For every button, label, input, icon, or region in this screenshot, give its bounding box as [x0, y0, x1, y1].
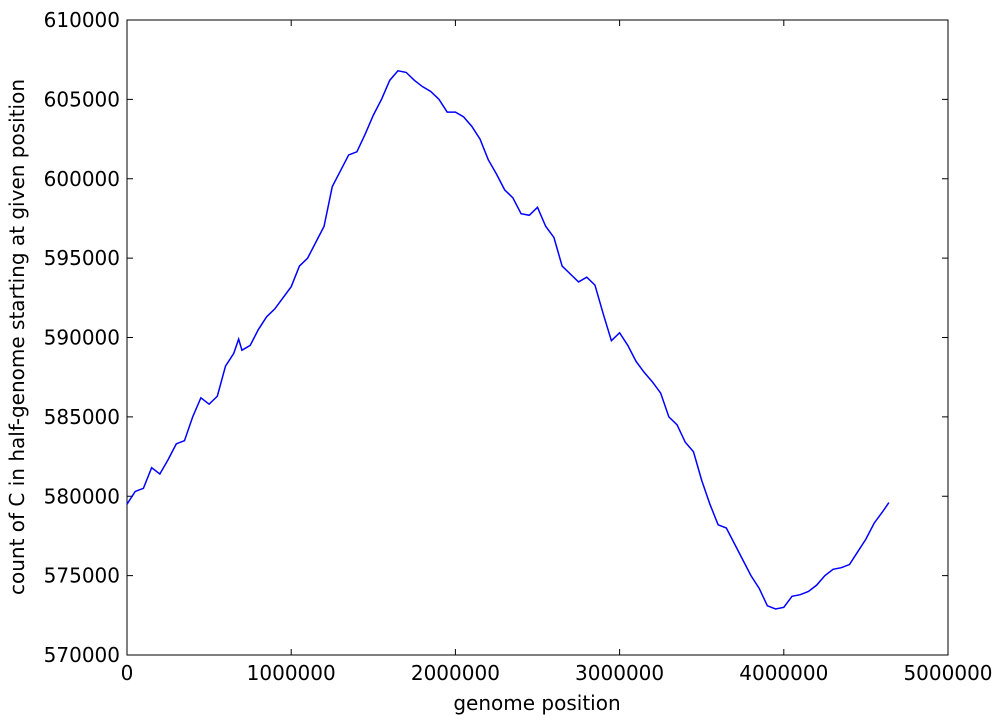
y-tick-label: 610000: [44, 8, 120, 32]
x-tick-label: 2000000: [411, 661, 500, 685]
y-tick-label: 585000: [44, 405, 120, 429]
y-tick-label: 590000: [44, 326, 120, 350]
y-tick-label: 600000: [44, 167, 120, 191]
y-axis-label: count of C in half-genome starting at gi…: [5, 79, 29, 595]
x-tick-label: 4000000: [739, 661, 828, 685]
x-axis-label: genome position: [453, 691, 620, 715]
plot-frame: [126, 19, 949, 656]
y-tick-label: 575000: [44, 564, 120, 588]
y-tick-label: 570000: [44, 643, 120, 667]
x-tick-label: 0: [121, 661, 134, 685]
y-tick-label: 605000: [44, 87, 120, 111]
y-tick-label: 595000: [44, 246, 120, 270]
data-line: [126, 69, 890, 610]
x-tick-label: 5000000: [903, 661, 992, 685]
x-tick-label: 3000000: [575, 661, 664, 685]
x-tick-label: 1000000: [247, 661, 336, 685]
y-tick-label: 580000: [44, 484, 120, 508]
